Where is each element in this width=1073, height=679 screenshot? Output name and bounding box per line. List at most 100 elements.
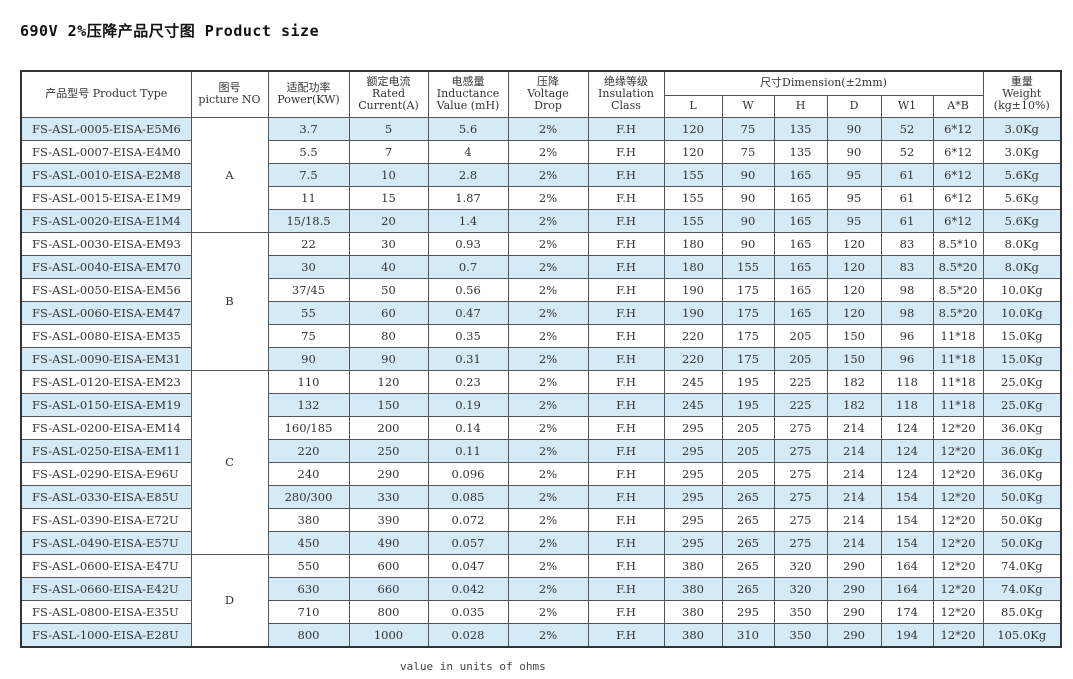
table-cell: 0.35	[427, 323, 509, 348]
header-text: Current(A)	[358, 99, 419, 113]
table-cell: 155	[721, 254, 775, 279]
table-cell: 6*12	[932, 162, 984, 187]
table-row: FS-ASL-0060-EISA-EM47 55 60 0.47 2% F.H 190 175…	[20, 300, 1062, 325]
table-cell: 2%	[507, 208, 589, 233]
product-type-cell: FS-ASL-1000-EISA-E28U	[20, 622, 192, 647]
header-power: 适配功率 Power(KW)	[267, 70, 350, 118]
table-cell: F.H	[587, 392, 665, 417]
table-cell: 90	[721, 162, 775, 187]
product-type-cell: FS-ASL-0250-EISA-EM11	[20, 438, 192, 463]
table-cell: 295	[663, 438, 723, 463]
table-cell: 3.0Kg	[982, 116, 1062, 141]
table-row: FS-ASL-0050-EISA-EM56 37/45 50 0.56 2% F.H 190…	[20, 277, 1062, 302]
table-cell: 50	[348, 277, 429, 302]
table-cell: 2%	[507, 277, 589, 302]
table-cell: 61	[880, 208, 934, 233]
table-cell: 85.0Kg	[982, 599, 1062, 624]
table-cell: 75	[267, 323, 350, 348]
table-cell: 225	[773, 369, 828, 394]
table-cell: 124	[880, 438, 934, 463]
table-cell: 7.5	[267, 162, 350, 187]
table-row: FS-ASL-0020-EISA-E1M4 15/18.5 20 1.4 2% F.H 15…	[20, 208, 1062, 233]
header-text: Weight	[1002, 87, 1042, 101]
header-weight: 重量 Weight (kg±10%)	[982, 70, 1062, 118]
table-cell: 214	[826, 530, 882, 555]
header-text: 适配功率	[286, 81, 331, 95]
table-cell: 8.5*20	[932, 300, 984, 325]
product-type-cell: FS-ASL-0600-EISA-E47U	[20, 553, 192, 578]
table-cell: 135	[773, 116, 828, 141]
table-cell: 150	[348, 392, 429, 417]
table-cell: 55	[267, 300, 350, 325]
table-cell: 50.0Kg	[982, 530, 1062, 555]
header-text: Rated	[371, 87, 406, 101]
product-type-cell: FS-ASL-0330-EISA-E85U	[20, 484, 192, 509]
table-cell: 36.0Kg	[982, 415, 1062, 440]
table-row: FS-ASL-0030-EISA-EM93 B 22 30 0.93 2% F.H 180 90…	[20, 231, 1062, 371]
table-cell: 290	[826, 622, 882, 647]
header-dim-d: D	[826, 94, 882, 118]
table-cell: 660	[348, 576, 429, 601]
table-cell: 214	[826, 415, 882, 440]
table-cell: 12*20	[932, 530, 984, 555]
table-cell: 205	[721, 415, 775, 440]
table-cell: 1.87	[427, 185, 509, 210]
table-cell: 95	[826, 162, 882, 187]
table-cell: 2.8	[427, 162, 509, 187]
table-row: FS-ASL-0040-EISA-EM70 30 40 0.7 2% F.H 180 155 1…	[20, 254, 1062, 279]
table-cell: F.H	[587, 277, 665, 302]
table-row: FS-ASL-0007-EISA-E4M0 5.5 7 4 2% F.H 120 75 135 9…	[20, 139, 1062, 164]
table-cell: 2%	[507, 530, 589, 555]
table-row: FS-ASL-0290-EISA-E96U 240 290 0.096 2% F.H 295…	[20, 461, 1062, 486]
table-cell: 550	[267, 553, 350, 578]
header-text: 压降	[537, 75, 559, 89]
header-insulation: 绝缘等级 Insulation Class	[587, 70, 665, 118]
table-cell: 12*20	[932, 507, 984, 532]
table-cell: 175	[721, 323, 775, 348]
table-cell: 61	[880, 162, 934, 187]
table-cell: 265	[721, 484, 775, 509]
table-cell: 290	[826, 553, 882, 578]
table-cell: 11*18	[932, 392, 984, 417]
table-cell: 320	[773, 576, 828, 601]
table-cell: 320	[773, 553, 828, 578]
table-cell: 450	[267, 530, 350, 555]
table-cell: 330	[348, 484, 429, 509]
table-cell: 22	[267, 231, 350, 256]
table-row: FS-ASL-0200-EISA-EM14 160/185 200 0.14 2% F.H…	[20, 415, 1062, 440]
table-cell: 2%	[507, 300, 589, 325]
table-cell: 600	[348, 553, 429, 578]
table-cell: 12*20	[932, 484, 984, 509]
table-cell: 160/185	[267, 415, 350, 440]
header-picture-no: 图号 picture NO	[190, 70, 269, 118]
table-cell: 265	[721, 553, 775, 578]
table-cell: 5	[348, 116, 429, 141]
table-cell: 190	[663, 277, 723, 302]
table-cell: 118	[880, 392, 934, 417]
picture-no-cell: D	[190, 553, 269, 647]
table-cell: 154	[880, 507, 934, 532]
table-row: FS-ASL-0800-EISA-E35U 710 800 0.035 2% F.H 380…	[20, 599, 1062, 624]
product-type-cell: FS-ASL-0010-EISA-E2M8	[20, 162, 192, 187]
table-cell: 214	[826, 507, 882, 532]
table-cell: 214	[826, 438, 882, 463]
table-cell: 95	[826, 185, 882, 210]
table-cell: 175	[721, 277, 775, 302]
table-cell: 240	[267, 461, 350, 486]
table-cell: 75	[721, 139, 775, 164]
table-cell: 0.7	[427, 254, 509, 279]
overlay-text: value in units of ohms	[400, 660, 546, 673]
table-row: FS-ASL-0330-EISA-E85U 280/300 330 0.085 2% F.…	[20, 484, 1062, 509]
table-cell: F.H	[587, 599, 665, 624]
table-cell: F.H	[587, 162, 665, 187]
product-type-cell: FS-ASL-0050-EISA-EM56	[20, 277, 192, 302]
table-cell: 2%	[507, 323, 589, 348]
table-cell: 74.0Kg	[982, 553, 1062, 578]
table-cell: 165	[773, 231, 828, 256]
table-cell: 275	[773, 461, 828, 486]
table-cell: 0.19	[427, 392, 509, 417]
product-type-cell: FS-ASL-0290-EISA-E96U	[20, 461, 192, 486]
table-cell: 2%	[507, 553, 589, 578]
table-cell: F.H	[587, 300, 665, 325]
page-title: 690V 2%压降产品尺寸图 Product size	[20, 22, 320, 40]
